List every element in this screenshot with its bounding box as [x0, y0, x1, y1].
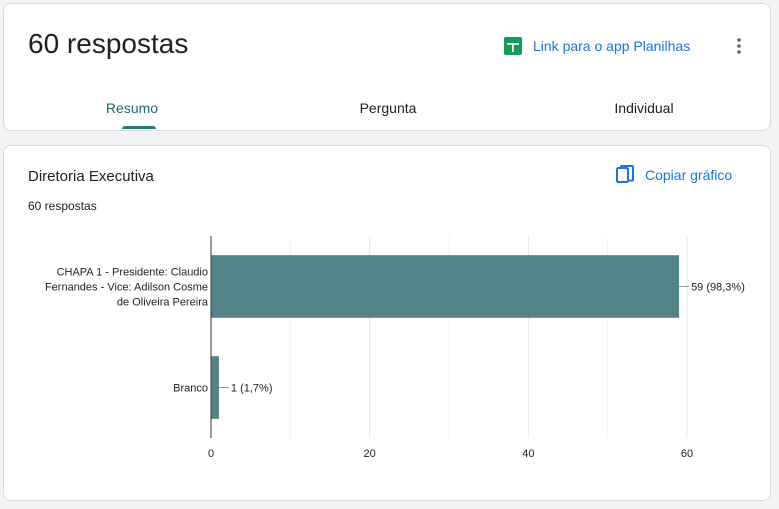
more-options-button[interactable] [727, 32, 751, 60]
more-vert-icon [737, 38, 741, 54]
tab-bar: Resumo Pergunta Individual [4, 90, 770, 132]
data-label: 1 (1,7%) [231, 383, 273, 395]
copy-icon [616, 165, 634, 183]
copy-chart-label: Copiar gráfico [645, 167, 733, 183]
x-tick-label: 0 [208, 448, 214, 460]
x-tick-label: 60 [681, 448, 693, 460]
copy-chart-button[interactable]: Copiar gráfico [616, 165, 732, 185]
summary-header-card: 60 respostas Link para o app Planilhas R… [3, 3, 771, 131]
link-to-sheets-button[interactable]: Link para o app Planilhas [504, 37, 690, 55]
category-label: CHAPA 1 - Presidente: Claudio [57, 267, 208, 279]
tab-resumo[interactable]: Resumo [105, 100, 159, 116]
question-response-count: 60 respostas [28, 199, 97, 213]
bar [211, 356, 219, 419]
bar [211, 255, 680, 318]
category-label: de Oliveira Pereira [117, 297, 209, 309]
x-tick-label: 20 [364, 448, 376, 460]
sheets-icon [504, 37, 522, 55]
tab-pergunta[interactable]: Pergunta [359, 100, 417, 116]
bar-chart: 0 20 40 60 59 (98,3%) CHAPA 1 - Presidente: C… [45, 236, 745, 460]
question-title: Diretoria Executiva [28, 168, 154, 185]
active-tab-indicator [122, 126, 156, 129]
data-label: 59 (98,3%) [691, 282, 745, 294]
response-count-title: 60 respostas [28, 28, 189, 59]
category-label: Fernandes - Vice: Adilson Cosme [45, 282, 208, 294]
question-summary-card: Diretoria Executiva 60 respostas Copiar … [3, 145, 771, 501]
x-tick-label: 40 [522, 448, 534, 460]
sheets-link-label: Link para o app Planilhas [533, 38, 691, 54]
category-label: Branco [173, 383, 208, 395]
tab-individual[interactable]: Individual [614, 100, 674, 116]
